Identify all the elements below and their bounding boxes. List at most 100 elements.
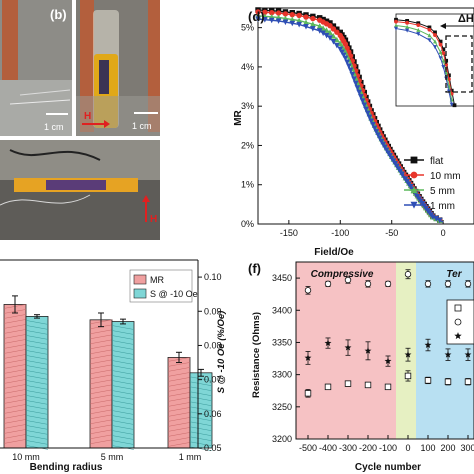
bar-hatch [25,420,49,425]
data-point [352,80,359,87]
data-point [363,106,369,113]
bar-hatch [25,340,49,345]
data-point [268,17,275,24]
bar-hatch [89,434,113,440]
data-point [370,122,376,128]
bar-hatch [111,340,135,345]
data-point [275,18,282,24]
legend-marker-f [454,318,462,326]
bar-hatch [3,414,27,419]
bar-hatch [111,330,135,335]
bar-hatch [3,424,27,429]
bar-hatch [111,345,135,350]
data-point [424,377,432,384]
data-point [356,89,362,96]
chart-f-series [304,269,472,398]
bar-hatch [167,442,191,447]
inset-point [416,27,421,32]
bar-hatch [89,389,113,395]
data-point [304,354,312,361]
bar-hatch [167,382,191,387]
data-point [349,71,356,78]
inset-point [438,56,443,61]
bar-hatch [3,369,27,374]
data-point [364,381,372,389]
bar-hatch [189,436,213,442]
data-point [404,271,412,278]
panel-label-d: (d) [248,9,265,24]
panel-label-f: (f) [248,261,261,276]
data-point [375,132,381,138]
bar-hatch [111,410,135,415]
photo-panel-b: (b) 1 cm H 1 cm H [0,0,160,240]
data-point [444,351,452,358]
bar-hatch [89,339,113,345]
bent-sensor-strip [46,180,106,190]
bar-hatch [111,435,135,440]
bar-hatch [25,320,49,325]
chart-e: 0.05 0.06 0.07 0.08 0.09 0.10 10 mm 5 mm 1 mm MR… [0,259,227,473]
inset-series-1-mm [394,26,454,107]
data-point [344,276,352,284]
chart-f-regions: Compressive Ter [296,262,474,439]
data-point [387,153,393,159]
inset-point [394,19,398,24]
bar-hatch [25,410,49,415]
data-point [464,280,472,288]
inset-point [452,103,457,108]
data-point [444,378,452,385]
data-point [364,110,371,117]
photo-bottom-cable-2 [0,194,91,206]
bar-hatch [111,355,135,360]
data-point [436,217,443,224]
bar-hatch [3,429,27,434]
bar-hatch [189,406,213,412]
bar-hatch [189,441,213,447]
bar-hatch [25,375,49,380]
bar-hatch [111,400,135,405]
bar-hatch [89,394,113,400]
chart-d-legend: flat 10 mm 5 mm 1 mm [404,156,461,212]
data-point [371,125,378,132]
bar-hatch [111,325,135,330]
data-point [296,12,302,19]
data-point [337,46,344,53]
bar-hatch [167,372,191,377]
bar-hatch [3,359,27,364]
photo-left-wire-2 [9,99,71,105]
bar-hatch [3,349,27,354]
inset-point [405,20,410,25]
chart-f-ticks: -500 -400 -300 -200 -100 0 100 200 300 3200 3250 33… [272,273,474,453]
inset-delta-arrowhead [440,23,446,29]
bar-hatch [3,404,27,409]
y-tick-label-f: 3450 [272,273,292,283]
inset-line [395,21,453,94]
bar-hatch [167,402,191,407]
bar-hatch [167,432,191,437]
bar-hatch [25,365,49,370]
bar-hatch [25,400,49,405]
data-point [444,280,452,288]
inset-point [427,27,432,32]
y-tick-label-f: 3400 [272,305,292,315]
bar-hatch [111,395,135,400]
region-label: Compressive [311,269,374,280]
series-open-square [304,370,472,398]
x-tick-label-f: -100 [379,443,397,453]
region-label: Ter [446,269,462,280]
bar-hatch [25,440,49,445]
inset-point [449,102,454,107]
bar-mr [89,319,113,449]
inset-point [416,23,421,28]
bar-hatch [25,325,49,330]
bar-hatch [111,360,135,365]
x-tick-label-f: 0 [405,443,410,453]
y-tick-label-d: 1% [241,180,254,190]
legend-marker [410,171,418,179]
bar-hatch [89,429,113,435]
x-tick-label-f: -200 [359,443,377,453]
bar-hatch [167,387,191,392]
bar-hatch [111,390,135,395]
bar-hatch [25,380,49,385]
inset-series-5-mm [394,23,454,102]
